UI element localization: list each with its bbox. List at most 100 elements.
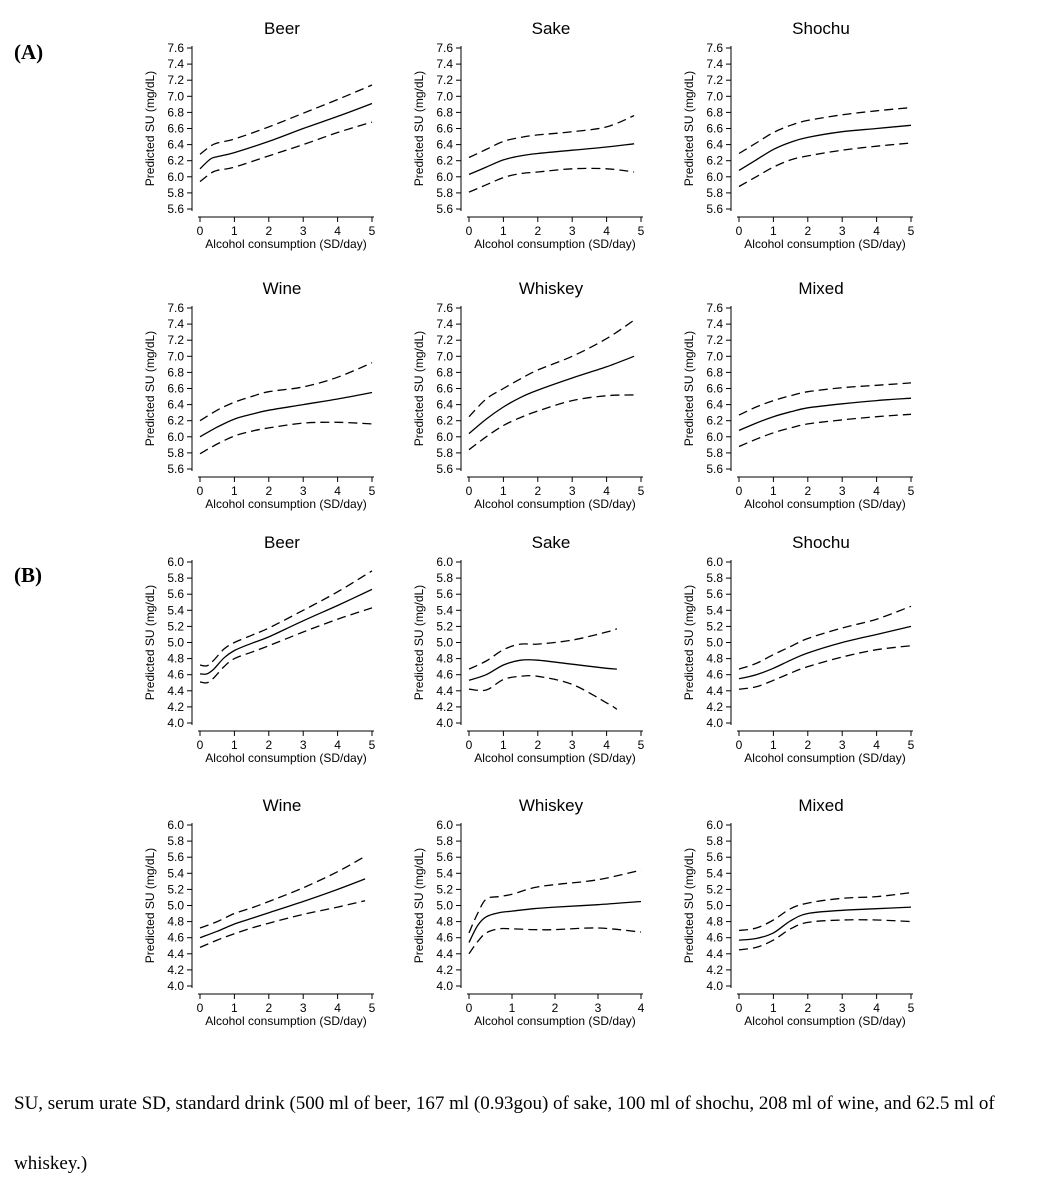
chart-a-whiskey-x-tick-label: 2	[534, 484, 541, 498]
chart-a-beer-y-tick-label: 7.0	[167, 89, 184, 103]
chart-b-whiskey: Whiskey 4.0 4.2 4.4 4.6 4.8 5.0 5.2 5.4 5.6 5.8 6.0…	[412, 796, 645, 1028]
chart-a-shochu-title: Shochu	[792, 19, 850, 38]
chart-b-beer-y-tick-label: 4.4	[167, 684, 184, 698]
chart-b-whiskey-y-tick-label: 6.0	[436, 818, 453, 832]
chart-b-mixed-y-tick-label: 4.0	[706, 979, 723, 993]
chart-b-whiskey-x-tick-label: 4	[638, 1001, 645, 1015]
chart-a-whiskey-x-tick-label: 3	[569, 484, 576, 498]
chart-a-beer-y-tick-label: 5.8	[167, 186, 184, 200]
chart-b-shochu-y-tick-label: 5.6	[706, 587, 723, 601]
chart-a-beer: Beer 5.6 5.8 6.0 6.2 6.4 6.6 6.8 7.0 7.2 7.4 7.6 0 1 2…	[143, 19, 376, 251]
chart-b-shochu-x-tick-label: 1	[770, 738, 777, 752]
chart-a-whiskey-predicted-line	[468, 355, 635, 435]
chart-b-sake-title: Sake	[532, 533, 571, 552]
chart-a-mixed-x-tick-label: 4	[873, 484, 880, 498]
chart-a-wine-x-tick-label: 3	[300, 484, 307, 498]
chart-a-mixed-x-tick-label: 5	[908, 484, 915, 498]
chart-b-wine-y-tick-label: 4.2	[167, 963, 184, 977]
chart-b-whiskey-y-tick-label: 5.8	[436, 834, 453, 848]
chart-b-beer-x-tick-label: 2	[265, 738, 272, 752]
chart-b-mixed: Mixed 4.0 4.2 4.4 4.6 4.8 5.0 5.2 5.4 5.6 5.8 6.0 0 1…	[682, 796, 915, 1028]
chart-b-mixed-y-tick-label: 5.4	[706, 866, 723, 880]
chart-b-beer-y-tick-label: 4.6	[167, 668, 184, 682]
chart-a-sake-y-tick-label: 7.0	[436, 89, 453, 103]
chart-b-shochu-x-label: Alcohol consumption (SD/day)	[744, 751, 905, 765]
chart-b-beer-predicted-line	[199, 588, 373, 675]
chart-a-beer-y-tick-label: 7.4	[167, 57, 184, 71]
chart-b-sake-y-tick-label: 5.6	[436, 587, 453, 601]
chart-a-beer-predicted-line	[199, 102, 373, 170]
chart-a-sake-title: Sake	[532, 19, 571, 38]
chart-a-wine-x-tick-label: 1	[231, 484, 238, 498]
chart-a-whiskey-x-tick-label: 4	[603, 484, 610, 498]
chart-b-whiskey-y-tick-label: 4.6	[436, 931, 453, 945]
chart-a-shochu-x-tick-label: 0	[736, 224, 743, 238]
chart-a-sake-x-tick-label: 0	[466, 224, 473, 238]
chart-b-beer-y-tick-label: 5.2	[167, 619, 184, 633]
chart-b-beer-y-tick-label: 5.8	[167, 571, 184, 585]
chart-a-mixed-y-tick-label: 6.2	[706, 414, 723, 428]
chart-a-sake-y-label: Predicted SU (mg/dL)	[412, 71, 426, 186]
chart-b-sake-x-label: Alcohol consumption (SD/day)	[474, 751, 635, 765]
chart-a-wine-y-tick-label: 6.4	[167, 398, 184, 412]
chart-b-mixed-y-tick-label: 5.6	[706, 850, 723, 864]
chart-a-whiskey-y-tick-label: 7.4	[436, 317, 453, 331]
figure: (A) (B) Beer 5.6 5.8 6.0 6.2 6.4 6.6 6.8 7.0 7.2 7…	[14, 19, 915, 1028]
chart-b-whiskey-y-tick-label: 4.2	[436, 963, 453, 977]
chart-a-sake-y-tick-label: 7.2	[436, 73, 453, 87]
chart-b-wine-y-tick-label: 4.0	[167, 979, 184, 993]
chart-b-wine-upper-95-ci-line	[199, 855, 366, 929]
chart-b-wine-y-tick-label: 5.6	[167, 850, 184, 864]
chart-a-mixed-y-tick-label: 7.2	[706, 333, 723, 347]
chart-b-shochu-predicted-line	[738, 625, 912, 680]
chart-b-beer-y-label: Predicted SU (mg/dL)	[143, 585, 157, 700]
chart-a-wine-title: Wine	[263, 279, 302, 298]
chart-b-whiskey-y-tick-label: 5.4	[436, 866, 453, 880]
chart-a-mixed-y-label: Predicted SU (mg/dL)	[682, 331, 696, 446]
chart-b-mixed-y-tick-label: 4.6	[706, 931, 723, 945]
chart-a-whiskey: Whiskey 5.6 5.8 6.0 6.2 6.4 6.6 6.8 7.0 7.2 7.4 7.6…	[412, 279, 645, 511]
chart-b-sake-y-tick-label: 5.8	[436, 571, 453, 585]
chart-a-beer-title: Beer	[264, 19, 300, 38]
chart-a-whiskey-x-tick-label: 0	[466, 484, 473, 498]
chart-a-mixed-title: Mixed	[798, 279, 843, 298]
chart-b-mixed-x-tick-label: 0	[736, 1001, 743, 1015]
panel-label-b: (B)	[14, 563, 42, 587]
chart-a-shochu-y-tick-label: 6.6	[706, 122, 723, 136]
chart-a-shochu-predicted-line	[738, 124, 912, 171]
chart-b-sake-x-tick-label: 1	[500, 738, 507, 752]
chart-b-whiskey-y-tick-label: 5.6	[436, 850, 453, 864]
chart-b-mixed-x-tick-label: 1	[770, 1001, 777, 1015]
chart-a-shochu-upper-95-ci-line	[738, 106, 912, 155]
chart-b-shochu-x-tick-label: 5	[908, 738, 915, 752]
chart-a-whiskey-y-tick-label: 7.0	[436, 349, 453, 363]
chart-a-sake-y-tick-label: 6.2	[436, 154, 453, 168]
chart-a-mixed-y-tick-label: 7.0	[706, 349, 723, 363]
chart-a-beer-y-tick-label: 7.6	[167, 41, 184, 55]
chart-b-sake: Sake 4.0 4.2 4.4 4.6 4.8 5.0 5.2 5.4 5.6 5.8 6.0 0 1 2…	[412, 533, 645, 765]
chart-b-wine-x-tick-label: 4	[334, 1001, 341, 1015]
chart-b-whiskey-y-tick-label: 4.8	[436, 915, 453, 929]
chart-b-mixed-lower-95-ci-line	[738, 919, 912, 951]
chart-b-shochu-y-tick-label: 6.0	[706, 555, 723, 569]
chart-a-whiskey-y-label: Predicted SU (mg/dL)	[412, 331, 426, 446]
chart-b-wine: Wine 4.0 4.2 4.4 4.6 4.8 5.0 5.2 5.4 5.6 5.8 6.0 0 1 2…	[143, 796, 376, 1028]
chart-b-sake-y-tick-label: 4.0	[436, 716, 453, 730]
chart-b-mixed-y-label: Predicted SU (mg/dL)	[682, 848, 696, 963]
chart-a-shochu-y-label: Predicted SU (mg/dL)	[682, 71, 696, 186]
chart-b-shochu-x-tick-label: 0	[736, 738, 743, 752]
chart-b-wine-x-label: Alcohol consumption (SD/day)	[205, 1014, 366, 1028]
chart-b-sake-y-tick-label: 4.6	[436, 668, 453, 682]
chart-a-mixed-x-tick-label: 1	[770, 484, 777, 498]
chart-a-wine-y-tick-label: 6.6	[167, 382, 184, 396]
chart-b-wine-y-tick-label: 6.0	[167, 818, 184, 832]
chart-a-wine-y-tick-label: 7.0	[167, 349, 184, 363]
chart-a-wine-y-tick-label: 6.8	[167, 365, 184, 379]
chart-b-sake-y-tick-label: 4.4	[436, 684, 453, 698]
chart-a-sake-x-tick-label: 5	[638, 224, 645, 238]
chart-b-whiskey-y-label: Predicted SU (mg/dL)	[412, 848, 426, 963]
chart-a-beer-upper-95-ci-line	[199, 84, 373, 155]
chart-a-whiskey-y-tick-label: 5.8	[436, 446, 453, 460]
chart-a-wine-predicted-line	[199, 391, 373, 438]
chart-b-whiskey-x-tick-label: 0	[466, 1001, 473, 1015]
